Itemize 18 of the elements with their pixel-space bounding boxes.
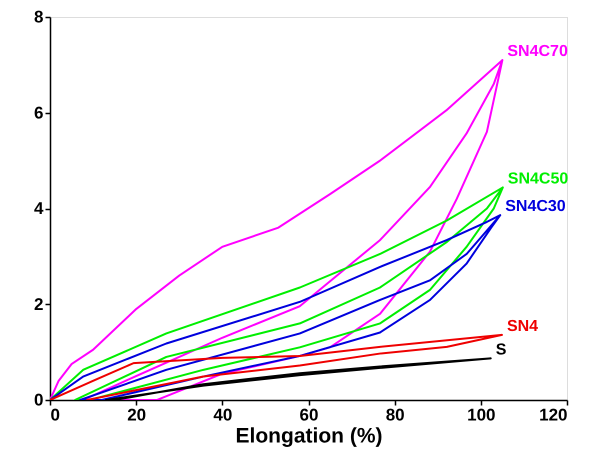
x-tick-label: 40	[213, 406, 232, 424]
series-label: SN4C50	[508, 170, 568, 188]
y-tick-label: 0	[34, 390, 44, 410]
x-tick-label: 20	[127, 406, 146, 424]
series-label: SN4C70	[507, 43, 568, 60]
x-axis-title: Elongation (%)	[236, 424, 382, 448]
series-label: S	[496, 341, 507, 358]
y-tick-label: 2	[34, 294, 44, 314]
x-tick-label: 60	[300, 406, 318, 424]
series-label: SN4C30	[505, 198, 566, 216]
x-tick-label: 120	[539, 406, 568, 424]
y-tick-label: 4	[34, 199, 44, 218]
x-tick-label: 100	[467, 406, 496, 424]
series-label: SN4	[506, 318, 538, 335]
x-tick-label: 80	[386, 406, 405, 424]
x-tick-label: 0	[50, 406, 60, 424]
y-tick-label: 6	[34, 103, 44, 122]
y-tick-label: 8	[34, 8, 44, 26]
